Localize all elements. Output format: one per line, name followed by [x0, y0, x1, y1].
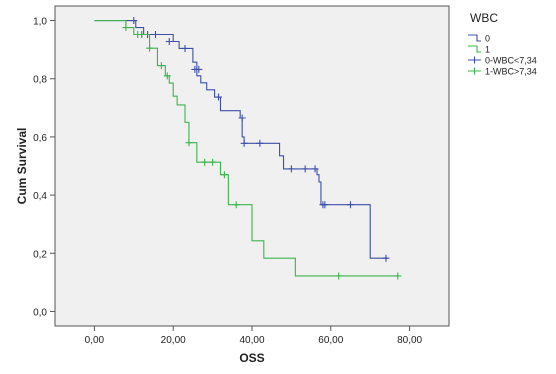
legend-label: 0 — [485, 34, 490, 44]
legend-swatch-line — [468, 34, 481, 42]
legend-label: 1 — [485, 45, 490, 55]
censor-mark — [301, 165, 309, 173]
legend-label: 1-WBC>7,34 — [485, 67, 537, 77]
x-tick-label: 20,00 — [161, 335, 186, 346]
censor-mark — [382, 254, 390, 262]
x-tick-label: 80,00 — [397, 335, 422, 346]
y-tick-label: 0,8 — [33, 75, 47, 86]
x-tick-label: 40,00 — [239, 335, 264, 346]
y-tick-label: 1,0 — [33, 17, 47, 28]
censor-mark — [181, 44, 189, 52]
censor-mark — [157, 62, 165, 70]
censor-mark — [256, 139, 264, 147]
censor-mark — [185, 139, 193, 147]
y-tick-label: 0,4 — [33, 191, 47, 202]
x-axis: 0,00 20,00 40,00 60,00 80,00 — [85, 326, 423, 346]
censor-mark — [335, 272, 343, 280]
censor-mark — [220, 171, 228, 179]
survival-curve-1 — [94, 19, 398, 277]
censor-mark — [215, 93, 223, 101]
x-axis-label: OSS — [239, 351, 264, 365]
y-axis: 0,0 0,2 0,4 0,6 0,8 1,0 — [33, 17, 55, 318]
censor-mark — [165, 37, 173, 45]
censor-mark — [240, 139, 248, 147]
x-tick-label: 0,00 — [85, 335, 105, 346]
censor-mark — [287, 165, 295, 173]
censor-mark — [151, 31, 159, 39]
censor-mark — [146, 44, 154, 52]
censor-mark — [238, 114, 246, 122]
censor-mark — [163, 72, 171, 80]
y-tick-label: 0,0 — [33, 307, 47, 318]
y-tick-label: 0,2 — [33, 249, 47, 260]
plot-area — [54, 5, 450, 327]
legend-label: 0-WBC<7,34 — [485, 56, 537, 66]
censor-mark — [394, 272, 402, 280]
censor-mark — [201, 158, 209, 166]
legend-swatch-line — [468, 45, 481, 53]
censor-mark — [209, 158, 217, 166]
censor-mark — [321, 201, 329, 209]
y-tick-label: 0,6 — [33, 133, 47, 144]
y-axis-label: Cum Survival — [15, 128, 29, 205]
survival-curve-0 — [94, 19, 388, 259]
x-tick-label: 60,00 — [318, 335, 343, 346]
series-layer — [94, 17, 402, 280]
censor-mark — [130, 17, 138, 25]
censor-mark — [122, 24, 130, 32]
legend-swatch-censor — [468, 56, 481, 64]
censor-mark — [195, 65, 203, 73]
legend-title: WBC — [470, 11, 498, 25]
censor-mark — [138, 31, 146, 39]
censor-mark — [232, 201, 240, 209]
legend-swatch-censor — [468, 67, 481, 75]
censor-mark — [347, 201, 354, 209]
legend: WBC 010-WBC<7,341-WBC>7,34 — [468, 11, 537, 77]
censor-mark — [311, 165, 319, 173]
